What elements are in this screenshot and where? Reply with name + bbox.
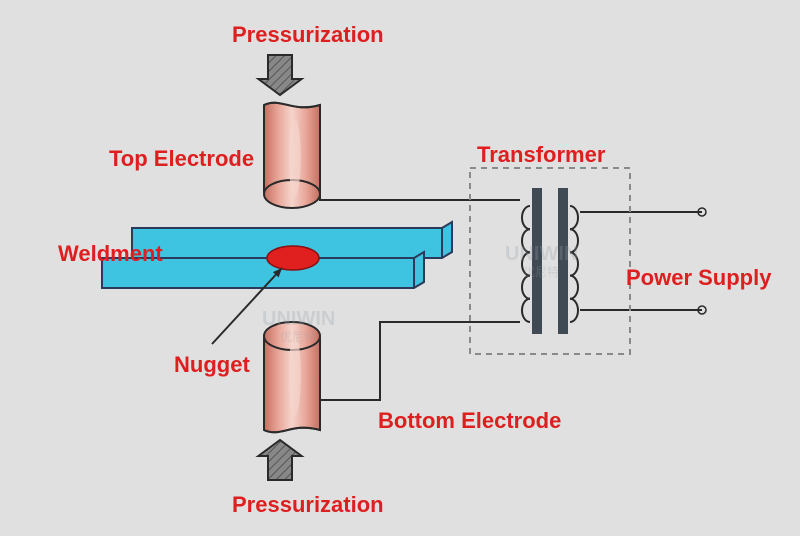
label-pressurization_bottom: Pressurization [232,492,384,518]
label-nugget: Nugget [174,352,250,378]
svg-text:UNIWIN: UNIWIN [505,243,578,265]
label-transformer: Transformer [477,142,605,168]
svg-text:UNIWIN: UNIWIN [262,308,335,330]
label-power_supply: Power Supply [626,265,771,291]
label-weldment: Weldment [58,241,163,267]
svg-text:优尼特: 优尼特 [280,329,316,344]
svg-text:优尼特: 优尼特 [523,264,559,279]
label-bottom_electrode: Bottom Electrode [378,408,561,434]
label-pressurization_top: Pressurization [232,22,384,48]
label-top_electrode: Top Electrode [109,146,254,172]
